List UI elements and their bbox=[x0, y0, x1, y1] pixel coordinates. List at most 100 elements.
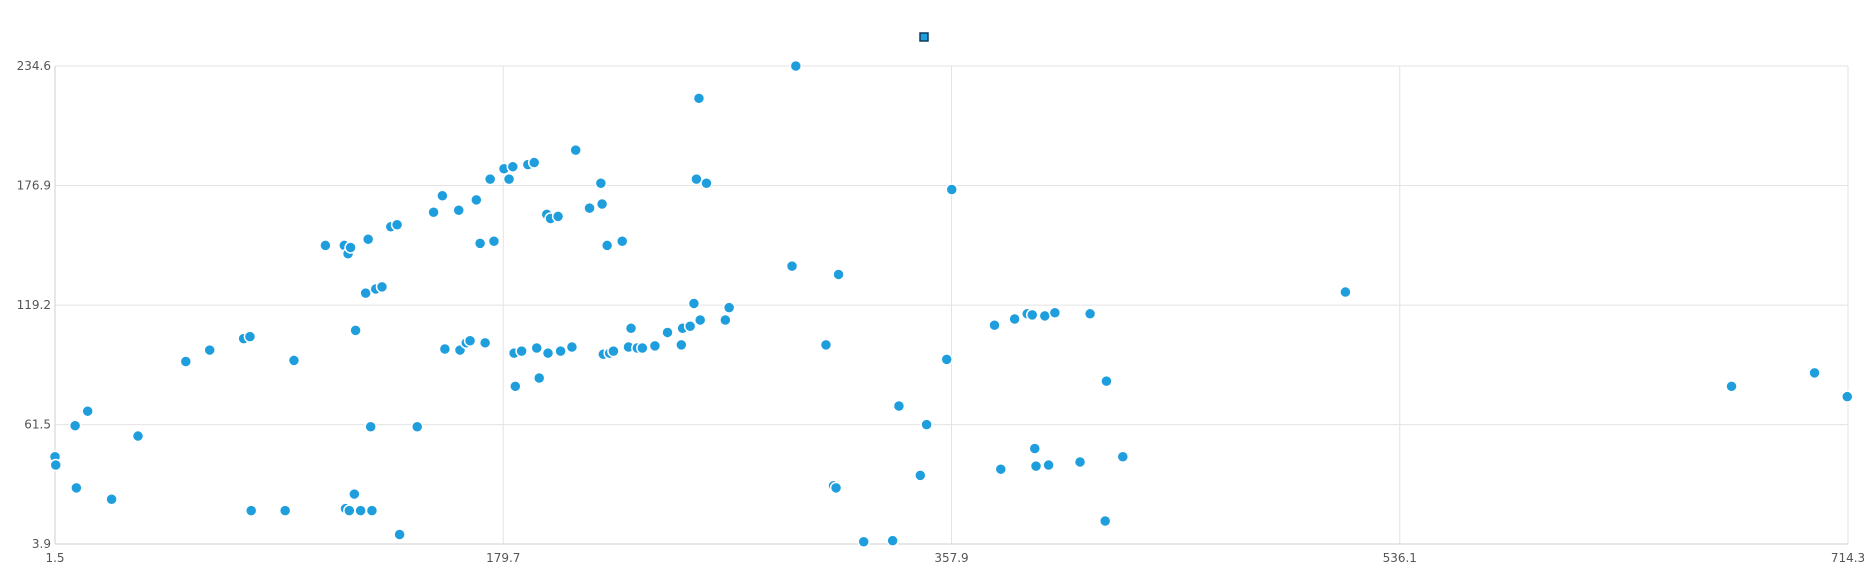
data-point[interactable] bbox=[473, 237, 487, 250]
data-point[interactable] bbox=[509, 380, 522, 393]
data-point[interactable] bbox=[361, 232, 375, 246]
data-point[interactable] bbox=[583, 201, 596, 215]
data-point[interactable] bbox=[719, 313, 732, 327]
data-point[interactable] bbox=[1029, 459, 1043, 473]
data-point[interactable] bbox=[819, 338, 833, 352]
data-point[interactable] bbox=[624, 322, 638, 335]
data-point[interactable] bbox=[436, 189, 449, 202]
data-point[interactable] bbox=[463, 334, 477, 347]
data-point[interactable] bbox=[427, 206, 440, 219]
data-point[interactable] bbox=[487, 235, 501, 248]
data-point[interactable] bbox=[700, 177, 713, 190]
data-point[interactable] bbox=[594, 177, 608, 190]
x-tick-label: 714.3 bbox=[1831, 551, 1864, 565]
data-point[interactable] bbox=[478, 336, 492, 350]
data-point[interactable] bbox=[551, 210, 565, 223]
data-point[interactable] bbox=[343, 504, 356, 517]
data-point[interactable] bbox=[1073, 455, 1087, 469]
data-point[interactable] bbox=[675, 338, 688, 352]
data-point[interactable] bbox=[1025, 308, 1039, 322]
data-point[interactable] bbox=[203, 343, 216, 357]
data-point[interactable] bbox=[68, 419, 82, 432]
data-point[interactable] bbox=[892, 399, 906, 413]
data-point[interactable] bbox=[390, 218, 404, 231]
data-point[interactable] bbox=[470, 193, 483, 207]
data-point[interactable] bbox=[1008, 312, 1021, 326]
data-point[interactable] bbox=[1048, 306, 1062, 320]
data-point[interactable] bbox=[648, 339, 662, 353]
data-point[interactable] bbox=[1042, 458, 1055, 472]
data-point[interactable] bbox=[1100, 374, 1113, 388]
data-point[interactable] bbox=[565, 340, 579, 354]
data-point[interactable] bbox=[1725, 380, 1738, 393]
data-point[interactable] bbox=[532, 371, 546, 385]
data-point[interactable] bbox=[615, 235, 629, 248]
data-point[interactable] bbox=[1038, 309, 1052, 323]
data-point[interactable] bbox=[1083, 307, 1097, 321]
data-point[interactable] bbox=[789, 59, 803, 73]
data-point[interactable] bbox=[515, 344, 528, 358]
data-point[interactable] bbox=[1028, 442, 1042, 455]
x-tick-label: 536.1 bbox=[1383, 551, 1417, 565]
data-point[interactable] bbox=[692, 92, 706, 105]
data-point[interactable] bbox=[49, 458, 63, 472]
data-point[interactable] bbox=[506, 160, 520, 173]
legend[interactable] bbox=[919, 32, 929, 42]
data-point[interactable] bbox=[661, 326, 674, 339]
data-point[interactable] bbox=[364, 420, 377, 433]
data-point[interactable] bbox=[244, 504, 258, 517]
data-point[interactable] bbox=[348, 487, 361, 501]
data-point[interactable] bbox=[502, 172, 516, 186]
data-point[interactable] bbox=[683, 319, 697, 333]
data-point[interactable] bbox=[541, 346, 555, 360]
data-point[interactable] bbox=[945, 183, 959, 196]
data-point[interactable] bbox=[452, 203, 465, 217]
data-point[interactable] bbox=[829, 481, 843, 495]
data-point[interactable] bbox=[600, 239, 614, 252]
data-point[interactable] bbox=[940, 353, 953, 366]
data-point[interactable] bbox=[344, 241, 357, 254]
data-point[interactable] bbox=[70, 481, 83, 495]
data-point[interactable] bbox=[687, 297, 701, 310]
data-point[interactable] bbox=[1808, 366, 1821, 380]
data-point[interactable] bbox=[1116, 450, 1130, 464]
data-point[interactable] bbox=[81, 404, 94, 418]
data-point[interactable] bbox=[319, 239, 332, 252]
data-point[interactable] bbox=[1098, 514, 1112, 528]
data-point[interactable] bbox=[375, 280, 389, 294]
data-point[interactable] bbox=[349, 324, 362, 337]
data-point[interactable] bbox=[554, 344, 567, 358]
data-point[interactable] bbox=[693, 313, 707, 327]
data-point[interactable] bbox=[607, 344, 620, 358]
data-point[interactable] bbox=[410, 420, 424, 433]
data-point[interactable] bbox=[832, 268, 845, 281]
data-point[interactable] bbox=[354, 504, 367, 517]
data-point[interactable] bbox=[722, 301, 736, 314]
data-point[interactable] bbox=[857, 535, 870, 548]
data-point[interactable] bbox=[988, 318, 1001, 332]
data-point[interactable] bbox=[530, 341, 543, 355]
data-point[interactable] bbox=[105, 492, 118, 506]
data-point[interactable] bbox=[278, 504, 292, 517]
data-point[interactable] bbox=[920, 418, 933, 431]
data-point[interactable] bbox=[438, 342, 452, 356]
data-point[interactable] bbox=[393, 528, 406, 541]
data-point[interactable] bbox=[569, 143, 582, 157]
data-point[interactable] bbox=[785, 259, 799, 273]
data-point[interactable] bbox=[886, 534, 899, 547]
data-point[interactable] bbox=[483, 172, 497, 186]
data-point[interactable] bbox=[914, 469, 927, 482]
data-point[interactable] bbox=[1339, 285, 1352, 299]
data-point[interactable] bbox=[243, 330, 257, 343]
data-point[interactable] bbox=[994, 462, 1008, 476]
data-point[interactable] bbox=[1840, 390, 1854, 403]
data-point[interactable] bbox=[131, 429, 145, 443]
data-point[interactable] bbox=[365, 504, 379, 517]
data-point[interactable] bbox=[179, 355, 193, 368]
data-point[interactable] bbox=[636, 341, 649, 355]
data-point[interactable] bbox=[595, 197, 609, 211]
legend-swatch[interactable] bbox=[919, 32, 929, 42]
data-points[interactable] bbox=[48, 59, 1854, 548]
data-point[interactable] bbox=[527, 156, 541, 169]
data-point[interactable] bbox=[287, 354, 301, 367]
